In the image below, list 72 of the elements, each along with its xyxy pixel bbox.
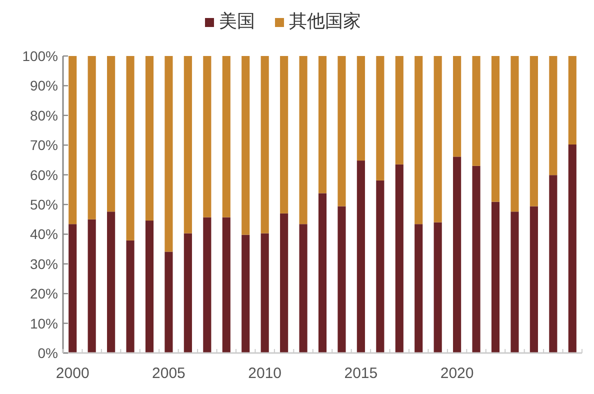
bar xyxy=(107,212,116,353)
bar xyxy=(242,56,250,235)
bar xyxy=(126,240,134,353)
bar xyxy=(434,56,442,222)
bar xyxy=(453,156,462,353)
y-tick-label: 60% xyxy=(30,166,58,183)
bar xyxy=(318,56,327,194)
bar xyxy=(260,233,269,353)
bar xyxy=(242,234,250,353)
bar xyxy=(280,56,288,214)
bar xyxy=(395,56,404,164)
y-tick-label: 40% xyxy=(30,226,58,242)
bar xyxy=(549,56,558,176)
bar xyxy=(376,180,384,353)
bar xyxy=(338,206,346,353)
bar xyxy=(356,160,365,353)
bar xyxy=(414,224,423,353)
bar xyxy=(299,224,308,353)
bar xyxy=(280,213,288,353)
bar xyxy=(472,56,480,166)
bar xyxy=(356,56,365,161)
x-tick-label: 2015 xyxy=(344,365,378,382)
y-tick-label: 90% xyxy=(30,78,58,94)
bar xyxy=(299,56,308,224)
y-tick-label: 0% xyxy=(38,345,58,361)
bar xyxy=(395,164,404,353)
y-tick-label: 50% xyxy=(30,196,58,212)
bar xyxy=(472,166,480,353)
x-tick-label: 2005 xyxy=(152,365,186,382)
bar xyxy=(222,217,230,353)
bar xyxy=(376,56,384,180)
y-tick-label: 20% xyxy=(30,286,58,302)
y-tick-label: 100% xyxy=(22,48,58,64)
x-tick-label: 2020 xyxy=(440,365,474,382)
bar xyxy=(530,206,538,353)
bar xyxy=(510,212,519,353)
y-tick-label: 30% xyxy=(30,256,58,272)
bar xyxy=(107,56,116,212)
bar xyxy=(184,233,192,353)
bar xyxy=(491,202,500,353)
bar xyxy=(549,175,558,353)
bar xyxy=(68,56,77,224)
y-tick-label: 10% xyxy=(30,315,58,332)
bar xyxy=(164,252,173,353)
bar xyxy=(530,56,538,206)
legend-label: 其他国家 xyxy=(289,11,361,31)
bar xyxy=(260,56,269,234)
legend-label: 美国 xyxy=(219,11,255,31)
bar xyxy=(126,56,134,240)
bar xyxy=(145,56,154,221)
bar xyxy=(510,56,519,212)
bar xyxy=(568,56,576,145)
y-tick-label: 70% xyxy=(30,137,58,154)
bar xyxy=(491,56,500,202)
bar xyxy=(434,222,442,353)
y-tick-label: 80% xyxy=(30,107,58,124)
bar xyxy=(203,217,212,353)
bar xyxy=(164,56,173,252)
bar xyxy=(338,56,346,206)
bar xyxy=(453,56,462,157)
bar xyxy=(68,224,77,353)
bar xyxy=(88,56,96,220)
bar xyxy=(318,193,327,353)
bar xyxy=(414,56,423,224)
bar xyxy=(222,56,230,218)
bar xyxy=(88,219,96,353)
bar xyxy=(203,56,212,218)
bar xyxy=(184,56,192,234)
bar xyxy=(145,220,154,353)
x-tick-label: 2000 xyxy=(56,365,90,382)
bar xyxy=(568,144,576,353)
x-tick-label: 2010 xyxy=(248,365,282,382)
